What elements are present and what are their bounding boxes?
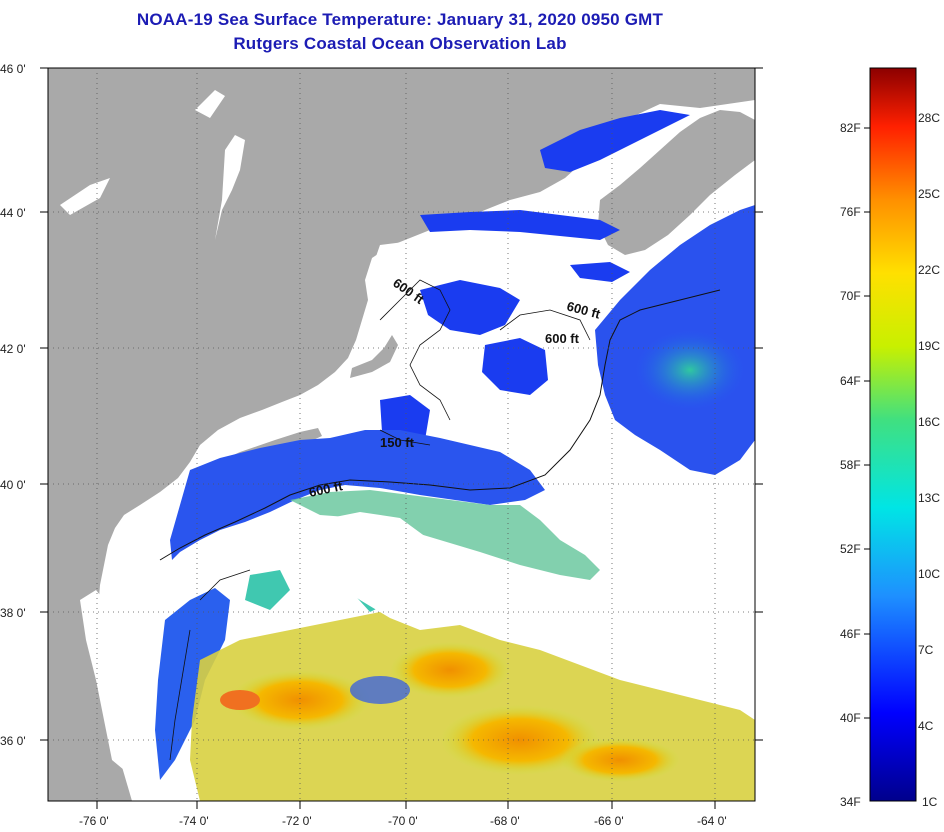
colorbar-c-label: 1C bbox=[922, 795, 938, 809]
axis-ticks bbox=[40, 67, 763, 809]
colorbar-c-label: 7C bbox=[918, 643, 934, 657]
lon-label: -76 0' bbox=[79, 814, 109, 828]
map-subtitle: Rutgers Coastal Ocean Observation Lab bbox=[233, 34, 567, 53]
map-body bbox=[48, 68, 755, 801]
lon-label: -72 0' bbox=[282, 814, 312, 828]
lat-label: 42 0' bbox=[0, 342, 26, 356]
colorbar-f-label: 70F bbox=[840, 289, 861, 303]
colorbar bbox=[869, 67, 917, 802]
map-frame bbox=[47, 67, 756, 802]
sst-gulf-of-maine bbox=[540, 110, 690, 172]
lat-label: 36 0' bbox=[0, 734, 26, 748]
bay-delaware bbox=[130, 510, 160, 575]
contour-150ft bbox=[169, 429, 431, 761]
sst-warm-core-1 bbox=[230, 670, 370, 730]
lat-label: 40 0' bbox=[0, 478, 26, 492]
lon-label: -74 0' bbox=[179, 814, 209, 828]
lat-label: 38 0' bbox=[0, 606, 26, 620]
map-title: NOAA-19 Sea Surface Temperature: January… bbox=[136, 10, 664, 29]
contour-gulf-maine bbox=[379, 279, 591, 421]
lat-label: 46 0' bbox=[0, 62, 26, 76]
contour-label: 600 ft bbox=[308, 478, 345, 500]
cloud-central bbox=[310, 512, 470, 630]
land-nova-scotia bbox=[598, 110, 755, 255]
sst-slope-band bbox=[290, 490, 600, 580]
colorbar-f-label: 46F bbox=[840, 627, 861, 641]
colorbar-c-label: 19C bbox=[918, 339, 940, 353]
contour-shelf-break bbox=[159, 289, 721, 561]
land-cape-cod bbox=[350, 335, 398, 378]
colorbar-f-label: 34F bbox=[840, 795, 861, 809]
colorbar-c-label: 25C bbox=[918, 187, 940, 201]
sst-warm-eddy-ne bbox=[635, 330, 745, 410]
sst-patch-cyan bbox=[245, 570, 395, 612]
colorbar-c-label: 4C bbox=[918, 719, 934, 733]
lon-label: -64 0' bbox=[697, 814, 727, 828]
colorbar-f-label: 40F bbox=[840, 711, 861, 725]
colorbar-f-label: 52F bbox=[840, 542, 861, 556]
sst-patch-2 bbox=[570, 262, 630, 282]
graticule bbox=[48, 68, 755, 801]
sst-warm-core-2 bbox=[390, 642, 510, 698]
sst-hot-spot bbox=[220, 690, 260, 710]
colorbar-f-label: 76F bbox=[840, 205, 861, 219]
colorbar-c-label: 10C bbox=[918, 567, 940, 581]
land-mainland bbox=[48, 68, 755, 801]
contour-label: 150 ft bbox=[380, 435, 415, 450]
sst-patch-3 bbox=[482, 338, 548, 395]
sst-mid-atlantic-shelf bbox=[170, 430, 545, 560]
bay-chesapeake bbox=[80, 590, 126, 770]
colorbar-f-label: 64F bbox=[840, 374, 861, 388]
contour-label: 600 ft bbox=[545, 331, 580, 346]
sst-patch-1 bbox=[420, 280, 520, 335]
lon-label: -70 0' bbox=[388, 814, 418, 828]
sst-warm-core-3 bbox=[440, 705, 600, 775]
colorbar-c-label: 28C bbox=[918, 111, 940, 125]
colorbar-c-label: 22C bbox=[918, 263, 940, 277]
lon-label: -68 0' bbox=[490, 814, 520, 828]
colorbar-c-label: 16C bbox=[918, 415, 940, 429]
colorbar-c-label: 13C bbox=[918, 491, 940, 505]
lon-label: -66 0' bbox=[594, 814, 624, 828]
sst-cold-swirl bbox=[350, 676, 410, 704]
colorbar-f-label: 58F bbox=[840, 458, 861, 472]
colorbar-ticks bbox=[864, 127, 870, 719]
sst-warm-core-4 bbox=[560, 738, 680, 782]
cloud-north bbox=[372, 240, 440, 290]
sst-bay-of-fundy bbox=[420, 210, 620, 240]
lat-label: 44 0' bbox=[0, 206, 26, 220]
colorbar-f-label: 82F bbox=[840, 121, 861, 135]
